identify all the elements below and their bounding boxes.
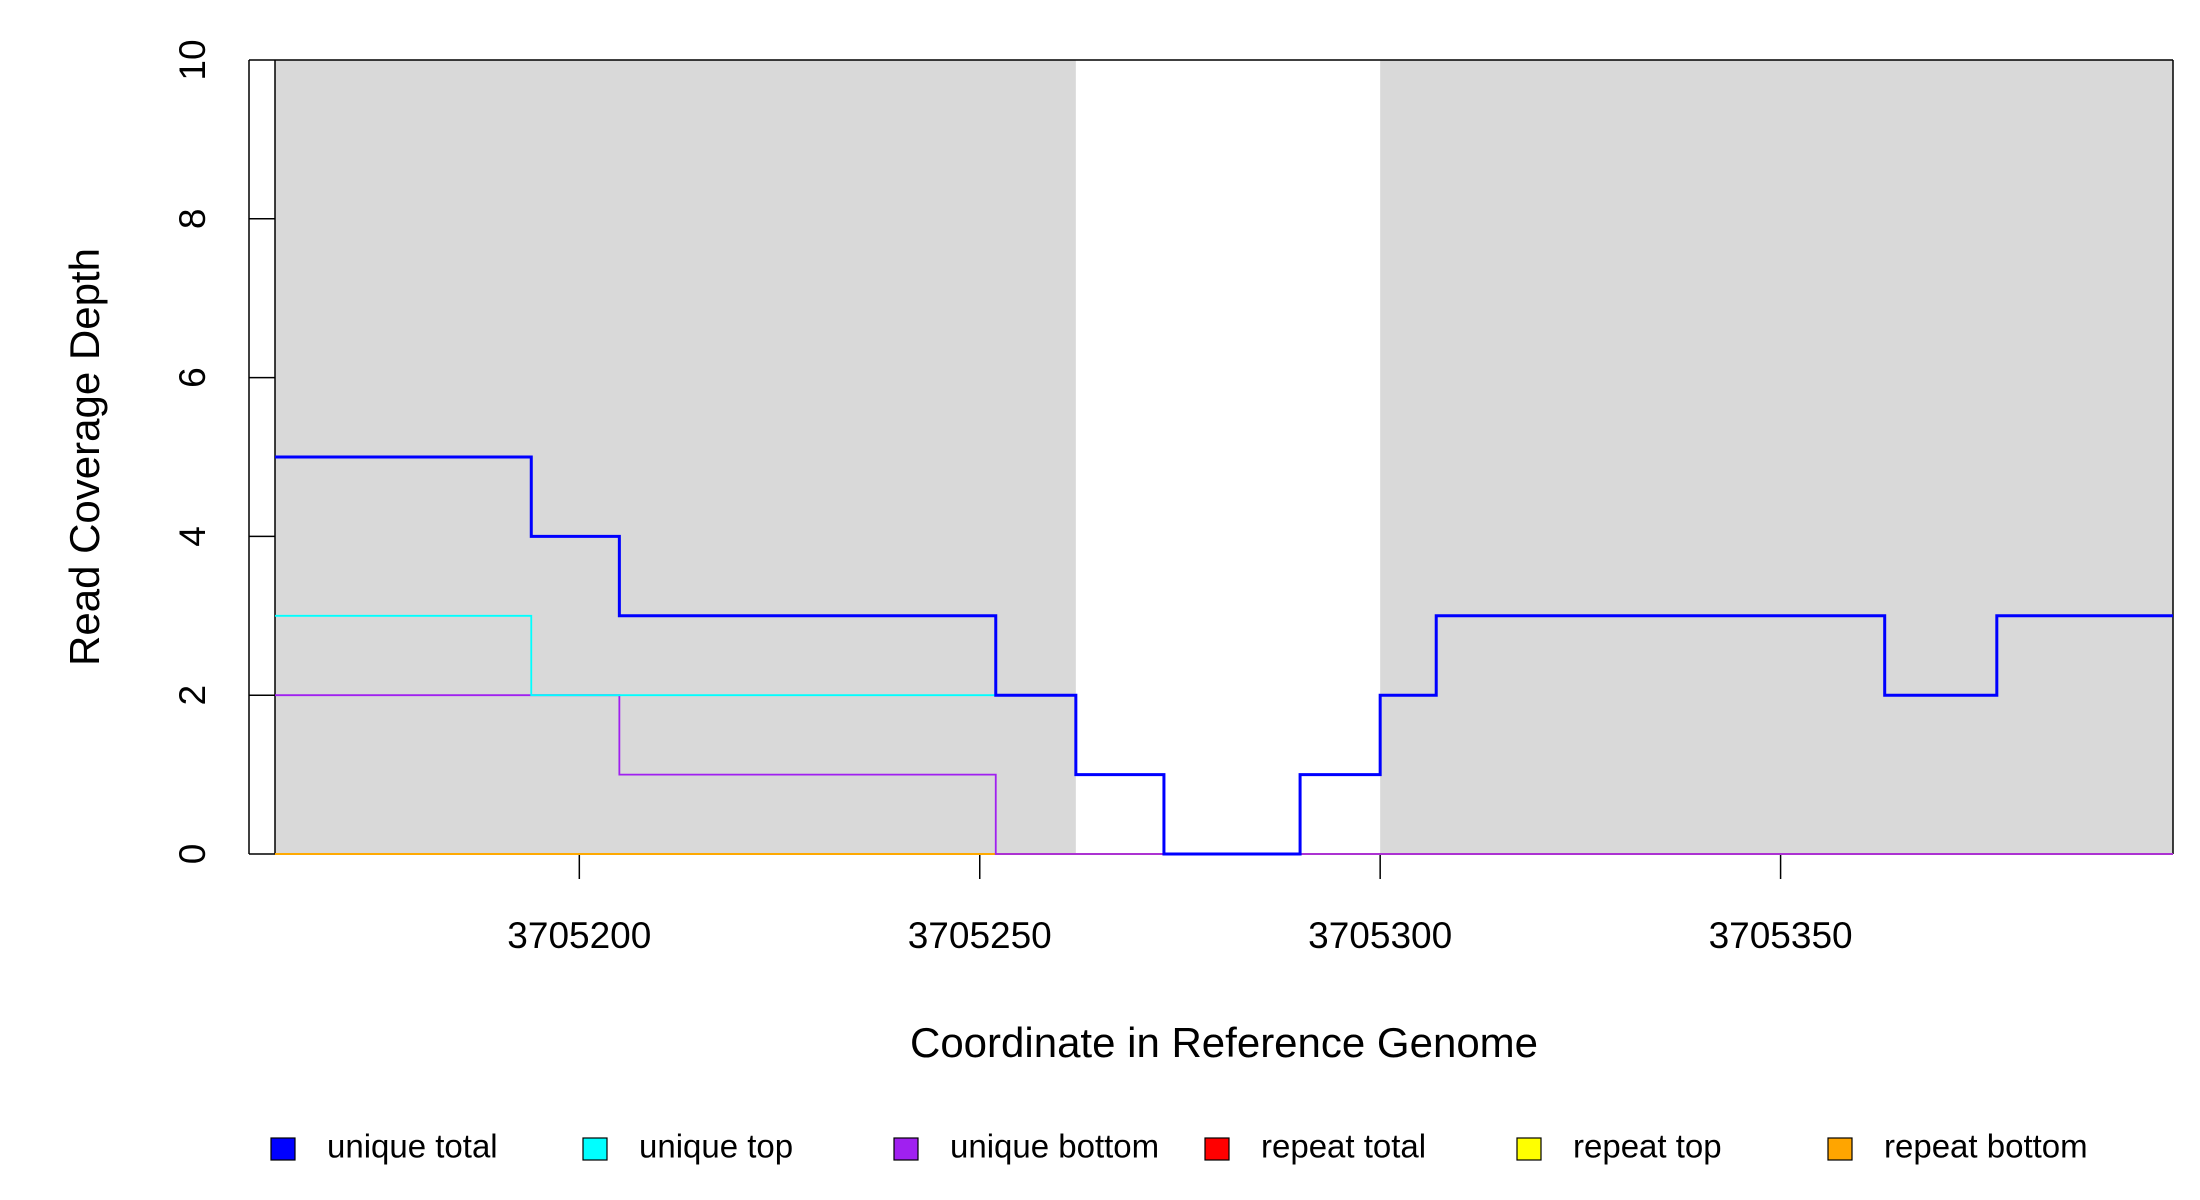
legend-label: repeat top [1573,1128,1722,1165]
y-tick-label: 4 [172,526,213,547]
legend-swatch [270,1137,296,1161]
y-tick-label: 8 [172,209,213,230]
legend-label: unique total [327,1128,498,1165]
legend-label: repeat bottom [1884,1128,2088,1165]
y-axis-title: Read Coverage Depth [61,248,108,666]
legend-swatch [582,1137,608,1161]
legend-swatch [1516,1137,1542,1161]
legend-swatch [893,1137,919,1161]
legend-swatch [1204,1137,1230,1161]
legend-label: unique top [639,1128,793,1165]
x-tick-label: 3705300 [1308,915,1452,956]
x-tick-label: 3705350 [1709,915,1853,956]
y-tick-label: 10 [172,39,213,80]
legend-label: unique bottom [950,1128,1159,1165]
legend-label: repeat total [1261,1128,1426,1165]
x-axis-title: Coordinate in Reference Genome [910,1019,1538,1066]
x-tick-label: 3705200 [507,915,651,956]
y-tick-label: 2 [172,685,213,706]
y-tick-label: 0 [172,844,213,865]
coverage-line [275,694,2173,855]
y-tick-label: 6 [172,367,213,388]
legend-swatch [1827,1137,1853,1161]
shaded-region [1380,60,2173,854]
coverage-line [275,455,2173,856]
x-tick-label: 3705250 [908,915,1052,956]
